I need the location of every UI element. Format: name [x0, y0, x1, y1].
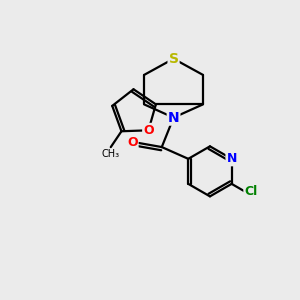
Text: CH₃: CH₃ — [102, 149, 120, 160]
Text: Cl: Cl — [244, 185, 258, 199]
Text: O: O — [143, 124, 154, 137]
Text: N: N — [168, 111, 179, 124]
Text: O: O — [127, 136, 138, 149]
Text: N: N — [226, 152, 237, 165]
Text: S: S — [169, 52, 178, 66]
